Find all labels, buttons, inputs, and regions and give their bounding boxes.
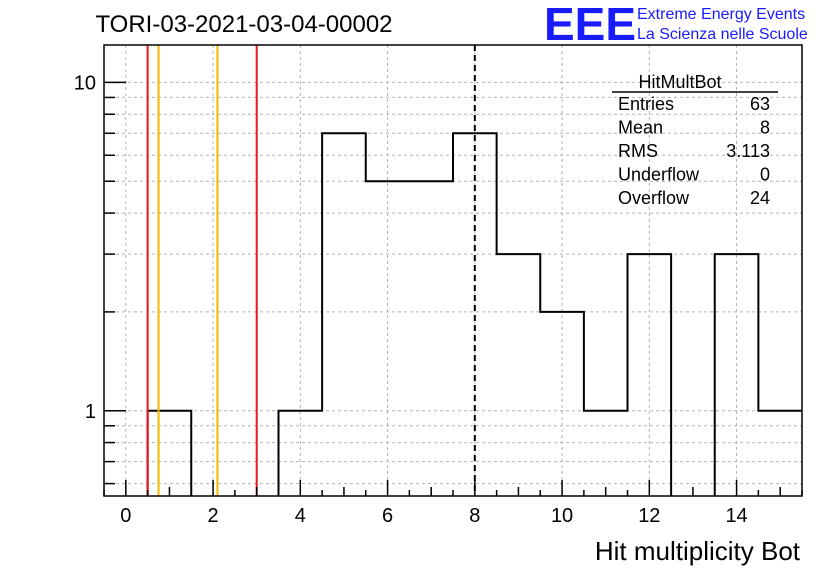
stats-value: 8 bbox=[760, 118, 770, 138]
stats-label: Overflow bbox=[618, 188, 690, 208]
x-tick-label: 12 bbox=[638, 505, 660, 527]
y-tick-label: 10 bbox=[74, 72, 96, 94]
x-tick-label: 4 bbox=[295, 505, 306, 527]
histogram-bin-9 bbox=[497, 254, 541, 496]
stats-value: 3.113 bbox=[726, 141, 770, 161]
stats-label: Mean bbox=[618, 118, 663, 138]
x-axis-title: Hit multiplicity Bot bbox=[595, 536, 801, 566]
stats-value: 0 bbox=[760, 165, 770, 185]
x-tick-label: 0 bbox=[120, 505, 131, 527]
x-tick-label: 8 bbox=[469, 505, 480, 527]
x-tick-label: 14 bbox=[725, 505, 747, 527]
logo-mark: EEE bbox=[544, 0, 636, 50]
stats-box: HitMultBot Entries 63 Mean 8 RMS 3.113 Underfl… bbox=[612, 72, 778, 208]
x-tick-label: 2 bbox=[208, 505, 219, 527]
y-tick-label: 1 bbox=[85, 401, 96, 423]
stats-name: HitMultBot bbox=[638, 72, 721, 92]
stats-rows: Entries 63 Mean 8 RMS 3.113 Underflow 0 Overflow… bbox=[618, 94, 770, 208]
eee-logo: EEE Extreme Energy Events La Scienza nel… bbox=[544, 0, 808, 50]
stats-label: Entries bbox=[618, 94, 674, 114]
stats-label: RMS bbox=[618, 141, 658, 161]
stats-label: Underflow bbox=[618, 165, 700, 185]
marker-lines bbox=[146, 45, 476, 496]
logo-line-2: La Scienza nelle Scuole bbox=[637, 26, 808, 43]
grid-lines bbox=[104, 45, 802, 496]
stats-value: 24 bbox=[750, 188, 770, 208]
logo-line-1: Extreme Energy Events bbox=[637, 6, 805, 23]
plot-frame bbox=[103, 44, 803, 497]
histogram-bin-7 bbox=[409, 181, 453, 496]
x-tick-label: 6 bbox=[382, 505, 393, 527]
x-tick-label: 10 bbox=[551, 505, 573, 527]
stats-value: 63 bbox=[750, 94, 770, 114]
histogram-bin-5 bbox=[322, 133, 366, 496]
chart-title: TORI-03-2021-03-04-00002 bbox=[95, 11, 392, 38]
